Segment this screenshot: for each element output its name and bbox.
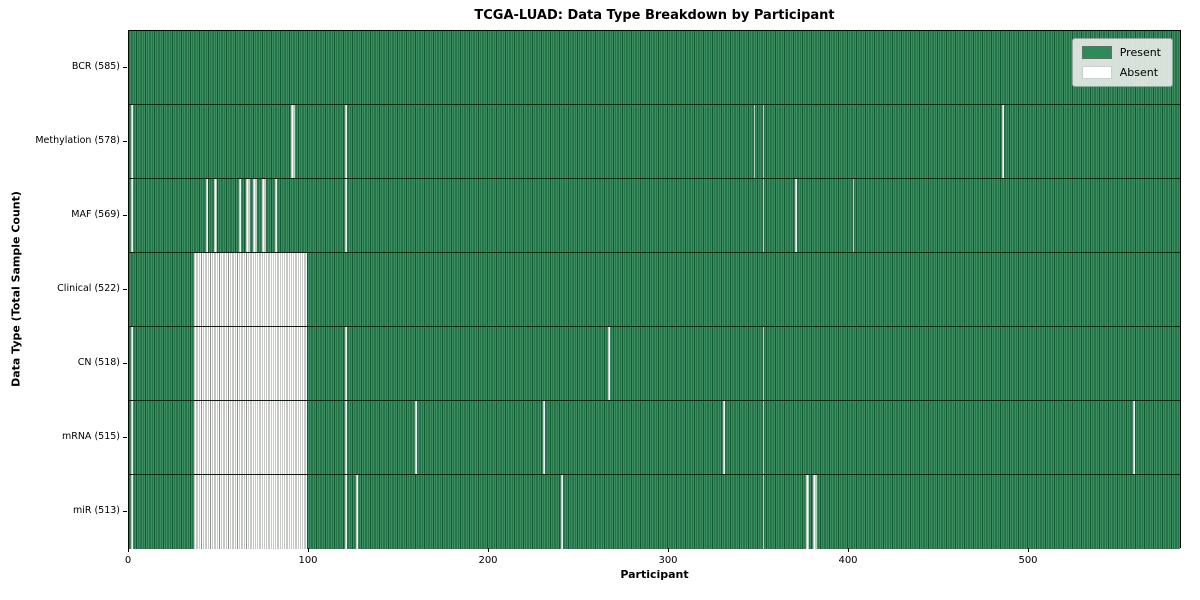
x-tick-mark: [667, 548, 669, 552]
absent-segment: [607, 327, 610, 400]
absent-segment: [561, 475, 563, 549]
absent-segment: [345, 475, 347, 549]
absent-segment: [213, 179, 218, 252]
row-label-mir: miR (513): [72, 505, 120, 516]
x-tick-mark: [1027, 548, 1029, 552]
absent-segment: [130, 327, 133, 400]
absent-segment: [291, 105, 295, 178]
absent-segment: [762, 179, 765, 252]
x-tick-mark: [127, 548, 129, 552]
x-tick-label: 300: [658, 555, 678, 566]
y-tick-mark: [123, 140, 127, 142]
absent-segment: [345, 179, 347, 252]
y-tick-mark: [123, 214, 127, 216]
row-label-clinical: Clinical (522): [57, 283, 120, 294]
absent-segment: [274, 179, 277, 252]
absent-segment: [130, 475, 133, 549]
absent-segment: [238, 179, 241, 252]
heatmap-row-bcr: [129, 31, 1180, 105]
absent-segment: [130, 401, 133, 474]
absent-segment: [762, 327, 765, 400]
absent-segment: [355, 475, 358, 549]
absent-segment: [262, 179, 266, 252]
absent-segment: [345, 105, 347, 178]
y-tick-mark: [123, 436, 127, 438]
row-label-cn: CN (518): [77, 357, 120, 368]
absent-segment: [193, 253, 308, 326]
heatmap-row-cn: [129, 327, 1180, 401]
absent-segment: [852, 179, 855, 252]
absent-segment: [253, 179, 257, 252]
heatmap-row-clinical: [129, 253, 1180, 327]
legend-absent-swatch: [1081, 66, 1112, 79]
row-label-maf: MAF (569): [71, 209, 120, 220]
absent-segment: [130, 179, 133, 252]
y-tick-mark: [123, 362, 127, 364]
x-tick-label: 500: [1018, 555, 1038, 566]
absent-segment: [1002, 105, 1004, 178]
y-tick-mark: [123, 288, 127, 290]
legend: Present Absent: [1071, 38, 1173, 87]
heatmap-row-mir: [129, 475, 1180, 549]
absent-segment: [193, 401, 308, 474]
heatmap-rows: [129, 31, 1180, 549]
absent-segment: [193, 475, 308, 549]
x-tick-label: 0: [124, 555, 132, 566]
absent-segment: [813, 475, 817, 549]
absent-segment: [723, 401, 725, 474]
y-tick-mark: [123, 66, 127, 68]
row-label-methylation: Methylation (578): [35, 135, 120, 146]
legend-present-swatch: [1081, 46, 1112, 59]
absent-segment: [762, 401, 765, 474]
heatmap-row-maf: [129, 179, 1180, 253]
x-tick-mark: [487, 548, 489, 552]
absent-segment: [762, 475, 765, 549]
absent-segment: [415, 401, 417, 474]
x-tick-label: 100: [298, 555, 318, 566]
absent-segment: [246, 179, 250, 252]
chart-title: TCGA-LUAD: Data Type Breakdown by Partic…: [474, 8, 835, 23]
x-tick-label: 200: [478, 555, 498, 566]
absent-segment: [753, 105, 756, 178]
x-axis-label: Participant: [620, 568, 689, 581]
legend-present-label: Present: [1119, 46, 1161, 59]
absent-segment: [345, 327, 347, 400]
x-tick-mark: [307, 548, 309, 552]
x-tick-mark: [847, 548, 849, 552]
absent-segment: [206, 179, 209, 252]
row-label-bcr: BCR (585): [71, 61, 120, 72]
legend-entry-absent: Absent: [1081, 66, 1161, 79]
y-tick-mark: [123, 510, 127, 512]
absent-segment: [1133, 401, 1136, 474]
legend-absent-label: Absent: [1119, 66, 1159, 79]
absent-segment: [345, 401, 347, 474]
absent-segment: [193, 327, 308, 400]
row-label-mrna: mRNA (515): [61, 431, 120, 442]
absent-segment: [805, 475, 810, 549]
heatmap-row-mrna: [129, 401, 1180, 475]
absent-segment: [762, 105, 765, 178]
absent-segment: [130, 105, 133, 178]
heatmap-row-methylation: [129, 105, 1180, 179]
absent-segment: [543, 401, 545, 474]
plot-area: Present Absent: [128, 30, 1181, 549]
legend-entry-present: Present: [1081, 46, 1161, 59]
x-tick-label: 400: [838, 555, 858, 566]
absent-segment: [795, 179, 797, 252]
